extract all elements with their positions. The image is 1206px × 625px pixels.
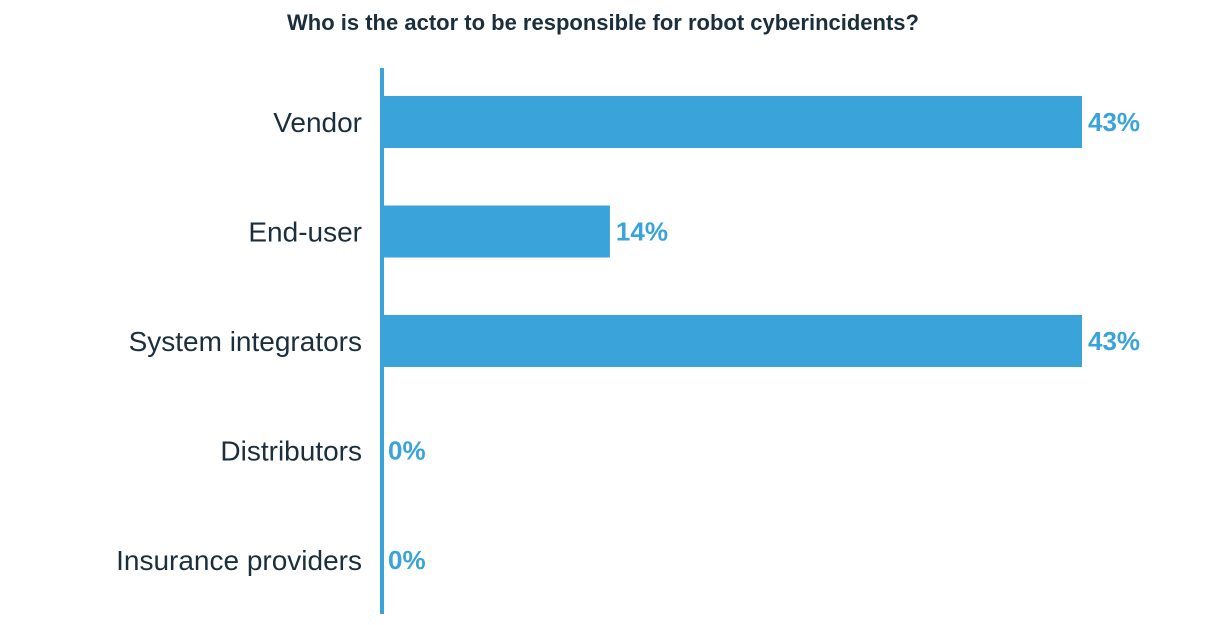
bars-group [382,96,1082,367]
value-label-end-user: 14% [616,217,668,247]
bar-system-integrators [382,315,1082,367]
value-label-distributors: 0% [388,436,426,466]
bar-vendor [382,96,1082,148]
category-label-insurance-providers: Insurance providers [116,545,362,576]
bar-end-user [382,205,610,258]
category-label-distributors: Distributors [220,436,362,467]
category-labels-group: Vendor End-user System integrators Distribu… [116,107,362,576]
category-label-system-integrators: System integrators [129,326,362,357]
category-label-end-user: End-user [248,217,362,248]
value-label-vendor: 43% [1088,107,1140,137]
value-labels-group: 43% 14% 43% 0% 0% [388,107,1140,575]
chart-title: Who is the actor to be responsible for r… [287,10,919,35]
value-label-insurance-providers: 0% [388,545,426,575]
category-label-vendor: Vendor [273,107,362,138]
value-label-system-integrators: 43% [1088,326,1140,356]
